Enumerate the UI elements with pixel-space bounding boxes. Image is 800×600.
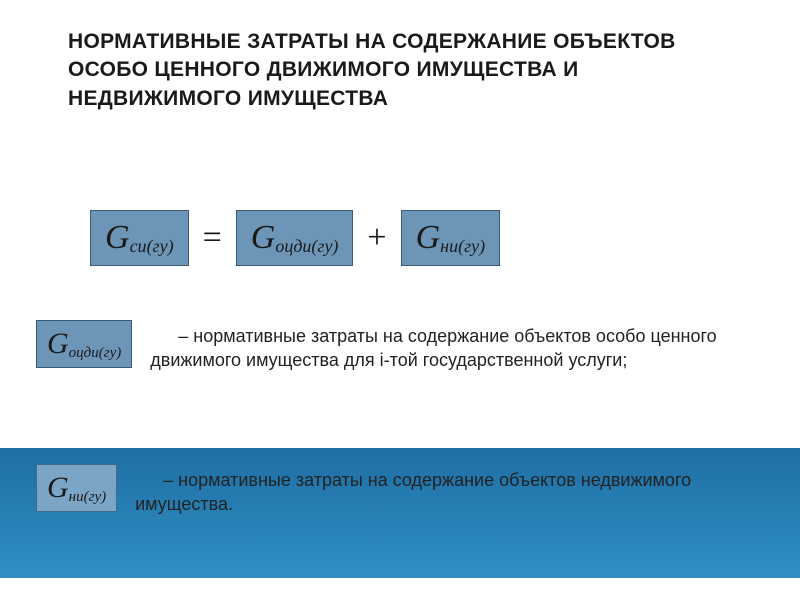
term-sub: оцди bbox=[275, 236, 311, 257]
formula-term-si: G си (гу) bbox=[90, 210, 189, 266]
term-paren: (гу) bbox=[311, 236, 338, 257]
slide: НОРМАТИВНЫЕ ЗАТРАТЫ НА СОДЕРЖАНИЕ ОБЪЕКТ… bbox=[0, 0, 800, 600]
term-paren: (гу) bbox=[84, 489, 107, 506]
formula-term-ni: G ни (гу) bbox=[401, 210, 501, 266]
definition-symbol-ni: G ни (гу) bbox=[36, 464, 117, 512]
term-main: G bbox=[416, 219, 441, 257]
term-main: G bbox=[105, 219, 130, 257]
equals-sign: = bbox=[201, 219, 224, 257]
definition-text-ni: – нормативные затраты на содержание объе… bbox=[135, 464, 760, 517]
definition-ni-band: G ни (гу) – нормативные затраты на содер… bbox=[0, 448, 800, 578]
definition-text-ocdi: – нормативные затраты на содержание объе… bbox=[150, 320, 760, 373]
term-sub: ни bbox=[69, 489, 84, 506]
plus-sign: + bbox=[365, 219, 388, 257]
main-formula: G си (гу) = G оцди (гу) + G ни (гу) bbox=[90, 210, 500, 266]
term-paren: (гу) bbox=[147, 236, 174, 257]
term-sub: оцди bbox=[69, 345, 99, 362]
page-title: НОРМАТИВНЫЕ ЗАТРАТЫ НА СОДЕРЖАНИЕ ОБЪЕКТ… bbox=[68, 28, 732, 113]
term-main: G bbox=[251, 219, 276, 257]
term-sub: ни bbox=[440, 236, 458, 257]
term-main: G bbox=[47, 327, 69, 361]
formula-term-ocdi: G оцди (гу) bbox=[236, 210, 354, 266]
term-sub: си bbox=[130, 236, 147, 257]
definition-ocdi: G оцди (гу) – нормативные затраты на сод… bbox=[36, 320, 760, 373]
term-paren: (гу) bbox=[458, 236, 485, 257]
definition-symbol-ocdi: G оцди (гу) bbox=[36, 320, 132, 368]
term-paren: (гу) bbox=[99, 345, 122, 362]
term-main: G bbox=[47, 471, 69, 505]
